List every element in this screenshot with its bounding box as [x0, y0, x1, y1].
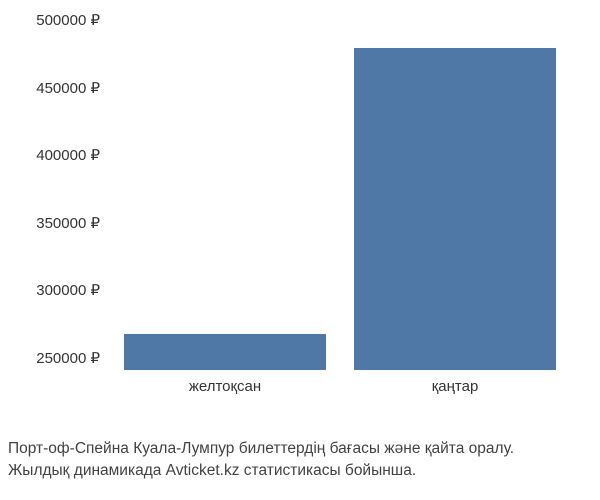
- x-tick-label: қаңтар: [432, 378, 479, 395]
- chart-container: 250000 ₽ 300000 ₽ 350000 ₽ 400000 ₽ 450000 ₽…: [0, 10, 600, 430]
- bar: [354, 48, 556, 370]
- y-tick-label: 350000 ₽: [0, 214, 100, 232]
- y-tick-label: 450000 ₽: [0, 79, 100, 97]
- bar: [124, 334, 326, 370]
- y-tick-label: 250000 ₽: [0, 349, 100, 367]
- plot-area: [110, 20, 570, 370]
- caption-line1: Порт-оф-Спейна Куала-Лумпур билеттердің …: [8, 438, 598, 460]
- caption-line2: Жылдық динамикада Avticket.kz статистика…: [8, 460, 598, 482]
- y-tick-label: 300000 ₽: [0, 281, 100, 299]
- y-tick-label: 400000 ₽: [0, 146, 100, 164]
- y-tick-label: 500000 ₽: [0, 11, 100, 29]
- x-tick-label: желтоқсан: [189, 378, 261, 395]
- chart-caption: Порт-оф-Спейна Куала-Лумпур билеттердің …: [8, 438, 598, 483]
